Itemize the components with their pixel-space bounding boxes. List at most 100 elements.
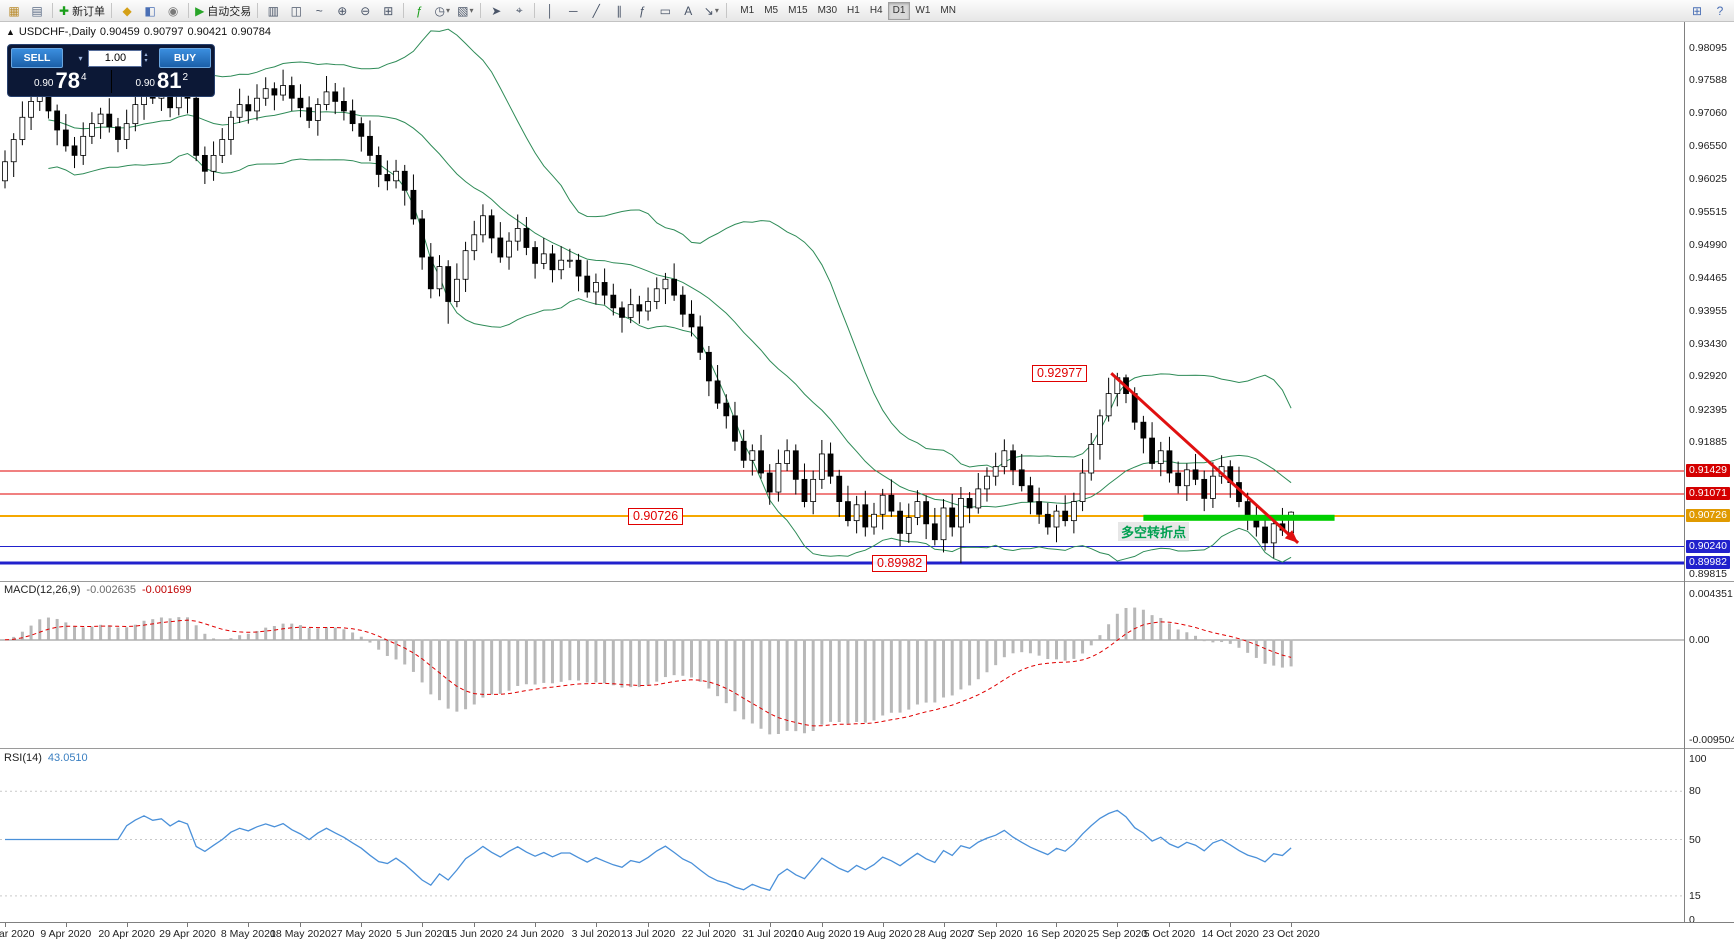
fibonacci-icon[interactable]: ƒ: [638, 3, 646, 18]
trendline-icon[interactable]: ╱: [592, 3, 600, 18]
date-tick: [535, 923, 537, 927]
main-toolbar: ▦ ▤ ✚ 新订单 ◆ ◧ ◉ ▶ 自动交易 ▥ ◫ ~ ⊕ ⊖ ⊞ ƒ ◷ ▾ ▧ ▾ ➤ ⌖ │ ─ ╱ ∥ ƒ ▭ A ↘ ▾ M1 M5…: [0, 0, 1734, 22]
date-axis-label: 3 Jul 2020: [571, 928, 621, 940]
timeframe-H4[interactable]: H4: [869, 4, 883, 16]
rsi-axis-label: 15: [1689, 889, 1701, 902]
timeframe-M5[interactable]: M5: [764, 4, 779, 16]
date-axis-label: 25 Sep 2020: [1087, 928, 1148, 940]
timeframe-H1[interactable]: H1: [847, 4, 860, 16]
cn-annotation-note[interactable]: 多空转折点: [1118, 521, 1190, 541]
candlestick-mode-icon[interactable]: ◫: [290, 3, 302, 18]
date-tick: [65, 923, 67, 927]
date-tick: [1056, 923, 1058, 927]
volume-stepper[interactable]: ▴ ▾: [144, 52, 148, 64]
chart-plot-area[interactable]: [0, 22, 1684, 922]
date-tick: [995, 923, 997, 927]
price-axis-label: 0.95515: [1689, 205, 1727, 218]
collapse-trade-panel-icon[interactable]: ▲: [6, 27, 15, 37]
date-axis-label: 5 Oct 2020: [1143, 928, 1196, 940]
sell-button[interactable]: SELL: [11, 48, 63, 68]
cursor-icon[interactable]: ➤: [491, 3, 502, 18]
bid-big-digits: 78: [55, 68, 80, 93]
navigator-icon[interactable]: ◉: [167, 3, 179, 18]
data-window-icon[interactable]: ◧: [144, 3, 156, 18]
toolbar-separator: [52, 3, 53, 18]
new-chart-icon[interactable]: ▦: [8, 3, 20, 18]
trend-arrow-line[interactable]: [1110, 372, 1300, 544]
crosshair-icon[interactable]: ⌖: [515, 3, 523, 17]
profiles-icon[interactable]: ▤: [31, 3, 43, 18]
arrows-icon[interactable]: ↘ ▾: [703, 3, 719, 18]
timeframe-D1[interactable]: D1: [887, 1, 911, 20]
price-axis-label: 0.94465: [1689, 272, 1727, 285]
support-zone-line[interactable]: [1143, 514, 1335, 521]
macd-axis-label: 0.004351: [1689, 588, 1733, 600]
date-axis-label: 22 Jul 2020: [681, 928, 737, 940]
date-axis[interactable]: 31 Mar 2020 9 Apr 2020 20 Apr 2020 29 Apr 2…: [0, 922, 1734, 946]
timeframe-M1[interactable]: M1: [740, 4, 755, 16]
zoom-in-icon[interactable]: ⊕: [337, 3, 348, 18]
price-tag-0.89982: 0.89982: [1686, 556, 1730, 570]
channel-icon[interactable]: ∥: [616, 3, 623, 18]
price-axis-label: 0.97060: [1689, 107, 1727, 120]
date-axis-label: 27 May 2020: [330, 928, 392, 940]
date-axis-label: 15 Jun 2020: [445, 928, 504, 940]
date-axis-label: 24 Jun 2020: [506, 928, 564, 940]
date-axis-label: 23 Oct 2020: [1262, 928, 1320, 940]
new-order-button[interactable]: ✚ 新订单: [59, 3, 106, 18]
templates-icon[interactable]: ▧ ▾: [457, 3, 474, 18]
indicators-icon[interactable]: ƒ: [415, 3, 423, 18]
autotrading-button[interactable]: ▶ 自动交易: [195, 3, 252, 18]
buy-button[interactable]: BUY: [159, 48, 211, 68]
bar-chart-mode-icon[interactable]: ▥: [267, 3, 279, 18]
help-icon[interactable]: ?: [1716, 3, 1724, 18]
text-icon[interactable]: A: [684, 3, 693, 18]
price-annotation-box[interactable]: 0.90726: [628, 507, 684, 525]
timeframe-MN[interactable]: MN: [940, 4, 956, 16]
horizontal-line-icon[interactable]: ─: [569, 3, 578, 18]
shapes-icon[interactable]: ▭: [659, 3, 671, 18]
price-annotation-box[interactable]: 0.92977: [1032, 364, 1088, 382]
bid-ask-divider: [110, 70, 112, 93]
candlestick-series: [2, 69, 1295, 564]
price-tag-0.90240: 0.90240: [1686, 539, 1730, 553]
date-axis-label: 20 Apr 2020: [98, 928, 155, 940]
timeframe-W1[interactable]: W1: [915, 4, 931, 16]
toolbar-separator: [257, 3, 259, 18]
low-value: 0.90421: [187, 26, 228, 38]
bollinger-middle-band: [48, 109, 1292, 508]
price-axis[interactable]: 0.98095 0.97588 0.97060 0.96550 0.96025 0.955…: [1684, 22, 1734, 926]
tile-windows-icon[interactable]: ⊞: [383, 3, 394, 18]
price-tag-0.91071: 0.91071: [1686, 486, 1730, 500]
toolbar-separator: [726, 3, 728, 18]
trend-arrow-head: [1284, 530, 1299, 543]
periods-icon[interactable]: ◷ ▾: [434, 3, 451, 18]
timeframe-M15[interactable]: M15: [788, 4, 808, 16]
line-chart-mode-icon[interactable]: ~: [315, 3, 323, 18]
price-axis-label: 0.91885: [1689, 436, 1727, 449]
ask-prefix: 0.90: [135, 78, 155, 89]
zoom-out-icon[interactable]: ⊖: [360, 3, 371, 18]
date-tick: [361, 923, 363, 927]
panel-splitter: [1685, 581, 1734, 582]
rsi-axis-label: 100: [1689, 753, 1707, 765]
price-axis-label: 0.96025: [1689, 173, 1727, 186]
market-watch-icon[interactable]: ◆: [122, 3, 132, 18]
date-axis-label: 9 Apr 2020: [40, 928, 92, 940]
timeframe-M30[interactable]: M30: [817, 4, 838, 16]
symbol-period-label: USDCHF-,Daily: [18, 26, 96, 38]
macd-signal-line: [4, 619, 1292, 727]
price-annotation-box[interactable]: 0.89982: [872, 555, 928, 573]
volume-input[interactable]: [88, 49, 143, 67]
window-list-icon[interactable]: ⊞: [1691, 3, 1703, 18]
volume-dropdown-icon[interactable]: ▾: [78, 53, 83, 63]
vertical-line-icon[interactable]: │: [546, 3, 555, 18]
bollinger-lower-band: [48, 152, 1292, 563]
macd-axis-label: 0.00: [1689, 633, 1710, 646]
toolbar-separator: [111, 3, 113, 18]
price-axis-label: 0.98095: [1689, 41, 1727, 54]
toolbar-separator: [534, 3, 536, 18]
date-axis-label: 14 Oct 2020: [1201, 928, 1259, 940]
date-tick: [5, 923, 6, 927]
